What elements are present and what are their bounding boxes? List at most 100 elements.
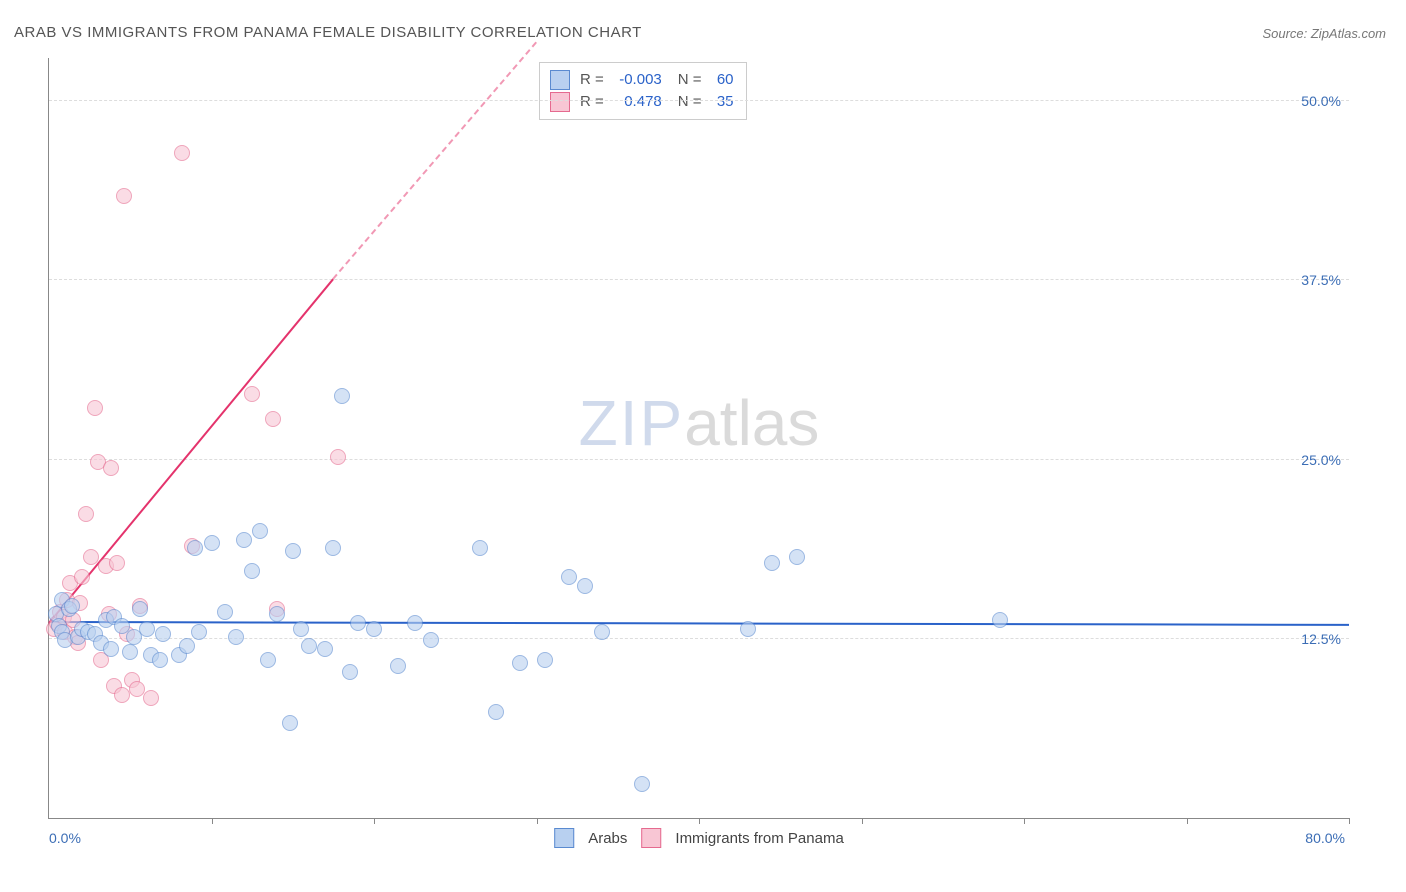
y-tick-label: 50.0% — [1301, 93, 1341, 109]
data-point — [87, 400, 103, 416]
data-point — [282, 715, 298, 731]
data-point — [764, 555, 780, 571]
grid-line — [49, 459, 1349, 460]
data-point — [301, 638, 317, 654]
data-point — [366, 621, 382, 637]
data-point — [236, 532, 252, 548]
data-point — [217, 604, 233, 620]
data-point — [269, 606, 285, 622]
data-point — [512, 655, 528, 671]
x-tick — [1024, 818, 1025, 824]
data-point — [423, 632, 439, 648]
source-attribution: Source: ZipAtlas.com — [1262, 26, 1386, 41]
legend-label-panama: Immigrants from Panama — [675, 830, 843, 847]
data-point — [265, 411, 281, 427]
grid-line — [49, 638, 1349, 639]
legend-r-label: R = — [580, 69, 604, 91]
legend-row-panama: R = 0.478 N = 35 — [550, 91, 734, 113]
legend-swatch-arabs — [550, 70, 570, 90]
legend-r-value-arabs: -0.003 — [610, 69, 662, 91]
data-point — [179, 638, 195, 654]
data-point — [350, 615, 366, 631]
correlation-legend: R = -0.003 N = 60 R = 0.478 N = 35 — [539, 62, 747, 120]
x-tick — [1187, 818, 1188, 824]
x-axis-min-label: 0.0% — [49, 830, 81, 846]
data-point — [992, 612, 1008, 628]
scatter-plot: ZIPatlas R = -0.003 N = 60 R = 0.478 N =… — [48, 58, 1349, 819]
grid-line — [49, 279, 1349, 280]
data-point — [122, 644, 138, 660]
data-point — [577, 578, 593, 594]
watermark-zip: ZIP — [579, 387, 685, 459]
data-point — [228, 629, 244, 645]
data-point — [537, 652, 553, 668]
data-point — [260, 652, 276, 668]
legend-n-value-panama: 35 — [708, 91, 734, 113]
data-point — [103, 641, 119, 657]
data-point — [472, 540, 488, 556]
data-point — [325, 540, 341, 556]
data-point — [740, 621, 756, 637]
data-point — [174, 145, 190, 161]
data-point — [191, 624, 207, 640]
legend-label-arabs: Arabs — [588, 830, 627, 847]
grid-line — [49, 100, 1349, 101]
data-point — [204, 535, 220, 551]
watermark: ZIPatlas — [579, 386, 820, 460]
series-legend: Arabs Immigrants from Panama — [554, 828, 844, 848]
x-axis-max-label: 80.0% — [1305, 830, 1345, 846]
data-point — [334, 388, 350, 404]
data-point — [152, 652, 168, 668]
data-point — [114, 687, 130, 703]
y-tick-label: 37.5% — [1301, 272, 1341, 288]
data-point — [83, 549, 99, 565]
data-point — [187, 540, 203, 556]
data-point — [64, 598, 80, 614]
data-point — [139, 621, 155, 637]
legend-swatch-arabs-bottom — [554, 828, 574, 848]
data-point — [244, 386, 260, 402]
legend-r-value-panama: 0.478 — [610, 91, 662, 113]
data-point — [78, 506, 94, 522]
x-tick — [862, 818, 863, 824]
legend-r-label: R = — [580, 91, 604, 113]
data-point — [109, 555, 125, 571]
x-tick — [212, 818, 213, 824]
legend-n-value-arabs: 60 — [708, 69, 734, 91]
x-tick — [699, 818, 700, 824]
watermark-atlas: atlas — [684, 387, 819, 459]
legend-n-label: N = — [678, 69, 702, 91]
trend-line — [49, 621, 1349, 626]
trend-line-dashed — [333, 42, 538, 280]
x-tick — [537, 818, 538, 824]
legend-n-label: N = — [678, 91, 702, 113]
data-point — [244, 563, 260, 579]
legend-swatch-panama — [550, 92, 570, 112]
y-tick-label: 25.0% — [1301, 452, 1341, 468]
y-tick-label: 12.5% — [1301, 631, 1341, 647]
data-point — [330, 449, 346, 465]
data-point — [789, 549, 805, 565]
legend-row-arabs: R = -0.003 N = 60 — [550, 69, 734, 91]
data-point — [132, 601, 148, 617]
data-point — [252, 523, 268, 539]
data-point — [594, 624, 610, 640]
data-point — [342, 664, 358, 680]
data-point — [155, 626, 171, 642]
data-point — [634, 776, 650, 792]
data-point — [143, 690, 159, 706]
data-point — [407, 615, 423, 631]
data-point — [561, 569, 577, 585]
trend-line — [48, 279, 334, 624]
chart-title: ARAB VS IMMIGRANTS FROM PANAMA FEMALE DI… — [14, 24, 642, 41]
x-tick — [374, 818, 375, 824]
data-point — [317, 641, 333, 657]
data-point — [116, 188, 132, 204]
data-point — [293, 621, 309, 637]
legend-swatch-panama-bottom — [641, 828, 661, 848]
x-tick — [1349, 818, 1350, 824]
data-point — [488, 704, 504, 720]
data-point — [129, 681, 145, 697]
data-point — [103, 460, 119, 476]
data-point — [285, 543, 301, 559]
